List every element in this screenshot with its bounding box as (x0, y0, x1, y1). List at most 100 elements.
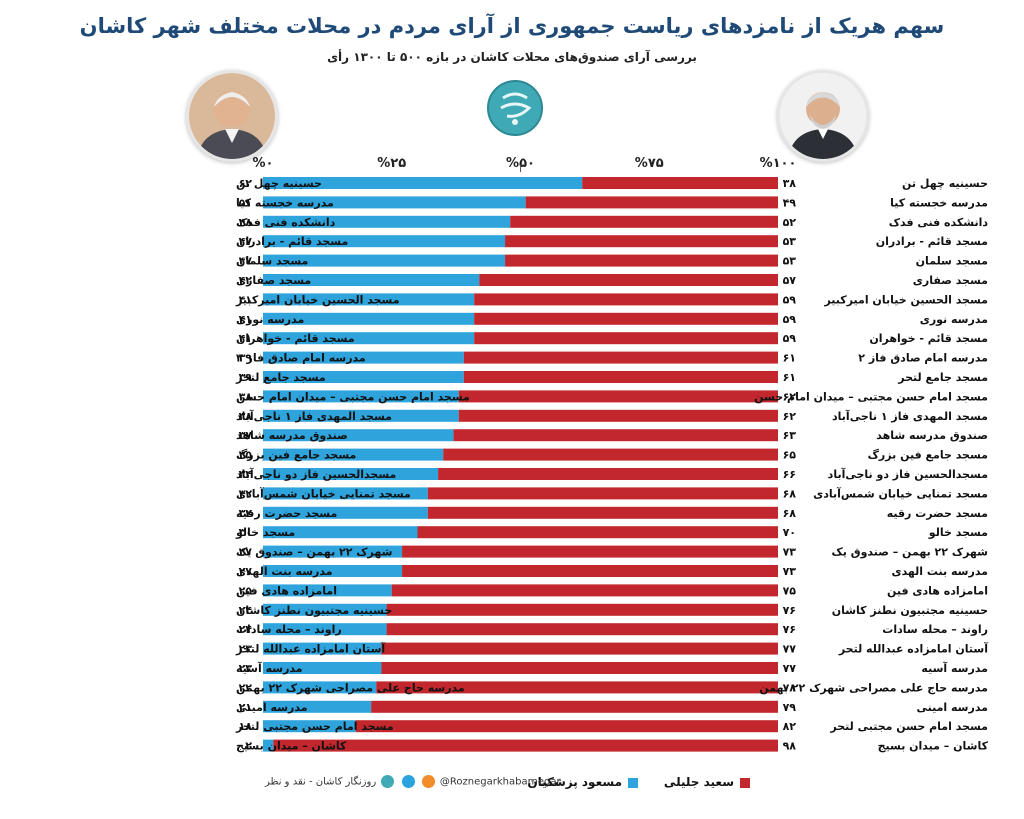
category-label-right: صندوق مدرسه شاهد (876, 429, 988, 442)
value-label-jalili: ۶۸ (783, 507, 797, 520)
category-label-left: مسجد جامع فین بزرگ (236, 448, 356, 462)
bar-pezeshkian (263, 332, 475, 345)
category-label-right: حسینیه مجتبیون نطنز کاشان (832, 604, 988, 617)
category-label-left: مدرسه امینی (236, 701, 308, 714)
bar-jalili (474, 293, 778, 306)
value-label-jalili: ۷۷ (783, 643, 797, 656)
category-label-right: مدرسه آسیه (921, 661, 988, 675)
value-label-jalili: ۵۹ (783, 313, 797, 326)
category-label-left: مسجد الحسین خیابان امیرکبیر (235, 293, 400, 306)
value-label-pezeshkian: ۳۸ (239, 390, 253, 403)
value-label-pezeshkian: ۳۵ (239, 449, 253, 462)
bar-pezeshkian (263, 526, 418, 539)
bar-pezeshkian (263, 545, 403, 558)
value-label-jalili: ۹۸ (783, 740, 797, 753)
value-label-jalili: ۶۱ (783, 371, 796, 384)
category-label-left: مدرسه خجسته کیا (236, 196, 334, 209)
category-label-left: مسجد المهدی فاز ۱ ناجی‌آباد (236, 409, 392, 423)
category-label-left: راوند – محله سادات (236, 623, 342, 636)
category-label-left: آستان امامزاده عبدالله لتحر (235, 642, 385, 656)
value-label-jalili: ۵۹ (783, 293, 797, 306)
category-label-left: حسینیه چهل تن (236, 177, 322, 190)
category-label-right: مسجد حضرت رقیه (887, 507, 988, 520)
category-label-right: مسجدالحسین فاز دو ناجی‌آباد (828, 467, 988, 481)
bar-pezeshkian (263, 351, 464, 364)
bar-jalili (273, 739, 778, 752)
value-label-jalili: ۷۳ (783, 546, 797, 559)
value-label-jalili: ۷۸ (783, 681, 797, 694)
category-label-left: حسینیه مجتبیون نطنز کاشان (236, 604, 392, 617)
value-label-jalili: ۸۲ (783, 720, 797, 733)
bar-jalili (381, 642, 778, 655)
value-label-jalili: ۶۲ (783, 390, 797, 403)
category-label-right: مدرسه امام صادق فاز ۲ (858, 352, 988, 365)
value-label-jalili: ۷۰ (783, 526, 796, 539)
category-label-right: مسجد قائم - خواهران (869, 332, 988, 345)
bar-pezeshkian (263, 565, 403, 577)
value-label-jalili: ۵۷ (783, 274, 797, 287)
value-label-pezeshkian: ۲۳ (239, 643, 253, 656)
category-label-right: مدرسه خجسته کیا (890, 196, 988, 209)
category-label-right: دانشکده فنی فدک (889, 216, 989, 229)
bar-jalili (381, 662, 778, 674)
value-label-pezeshkian: ۲۵ (239, 584, 253, 597)
bar-jalili (505, 254, 778, 267)
value-label-pezeshkian: ۴۸ (239, 216, 253, 229)
category-label-left: مسجدالحسین فاز دو ناجی‌آباد (236, 467, 396, 481)
x-tick-label: %۱۰۰ (760, 156, 797, 171)
category-label-right: مسجد جامع لتحر (897, 371, 988, 384)
category-label-right: آستان امامزاده عبدالله لتحر (838, 642, 988, 656)
bar-jalili (443, 448, 778, 461)
bar-jalili (376, 681, 778, 694)
category-label-right: مسجد قائم - برادران (876, 235, 988, 248)
bar-pezeshkian (263, 196, 526, 209)
footer-handle: @Roznegarkhabarnegar (439, 776, 561, 788)
category-label-left: مدرسه امام صادق فاز ۲ (236, 352, 366, 365)
category-label-left: مسجد سلمان (236, 255, 308, 268)
x-tick-label: %۵۰ (506, 156, 535, 171)
x-tick-label: %۲۵ (377, 156, 406, 171)
roznegar-logo-icon (500, 92, 532, 125)
value-label-pezeshkian: ۲۷ (239, 565, 253, 578)
legend-swatch-pezeshkian (628, 777, 638, 788)
bar-jalili (355, 720, 778, 733)
category-label-right: مسجد الحسین خیابان امیرکبیر (823, 293, 988, 306)
value-label-jalili: ۶۳ (783, 429, 797, 442)
category-label-left: مسجد قائم - خواهران (236, 332, 355, 345)
bar-jalili (458, 390, 778, 403)
legend-item-jalili: سعید جلیلی (664, 775, 750, 789)
category-label-left: مدرسه آسیه (236, 661, 303, 675)
bar-jalili (453, 429, 778, 442)
bar-jalili (463, 351, 778, 364)
category-label-left: شهرک ۲۲ بهمن – صندوق یک (236, 546, 392, 559)
value-label-pezeshkian: ۲ (245, 740, 252, 753)
bar-jalili (402, 545, 778, 558)
value-label-pezeshkian: ۳۴ (239, 468, 253, 481)
category-label-right: مدرسه امینی (916, 701, 988, 714)
bar-jalili (474, 312, 778, 325)
bar-pezeshkian (263, 274, 480, 286)
value-label-pezeshkian: ۲۳ (239, 662, 253, 675)
bar-jalili (417, 526, 778, 539)
bar-jalili (386, 603, 778, 616)
chart-title: سهم هریک از نامزدهای ریاست جمهوری از آرا… (79, 14, 945, 38)
value-label-pezeshkian: ۵۱ (239, 196, 252, 209)
value-label-jalili: ۵۳ (783, 255, 797, 268)
bar-pezeshkian (263, 487, 428, 500)
bar-pezeshkian (263, 215, 511, 228)
person-portrait-icon (780, 73, 866, 159)
category-label-right: مدرسه حاج علی مصراحی شهرک ۲۲ بهمن (759, 681, 988, 695)
value-label-jalili: ۵۹ (783, 332, 797, 345)
bar-jalili (458, 409, 778, 422)
bar-pezeshkian (263, 623, 387, 636)
bar-jalili (438, 468, 778, 480)
category-label-right: شهرک ۲۲ بهمن – صندوق یک (832, 546, 988, 559)
bars (263, 177, 778, 752)
value-label-jalili: ۷۷ (783, 662, 797, 675)
value-label-jalili: ۷۶ (783, 604, 796, 617)
bar-jalili (474, 332, 778, 345)
bar-pezeshkian (263, 293, 475, 306)
value-label-jalili: ۵۲ (783, 216, 797, 229)
